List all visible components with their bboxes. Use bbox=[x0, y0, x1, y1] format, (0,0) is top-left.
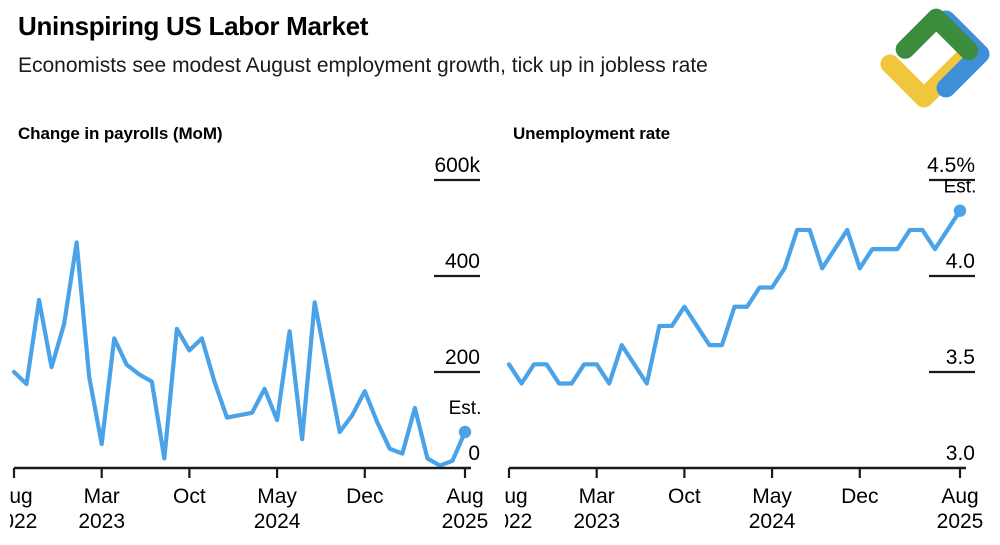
x-tick-label-month: Aug bbox=[10, 485, 33, 508]
chart-payrolls: 600k4002000Est.Aug2022Mar2023OctMay2024D… bbox=[10, 154, 489, 533]
estimate-label: Est. bbox=[944, 177, 977, 198]
y-tick-label: 200 bbox=[445, 346, 480, 369]
x-tick-label-year: 2024 bbox=[749, 510, 796, 533]
y-tick-label: 3.5 bbox=[946, 346, 975, 369]
x-tick-label-month: Oct bbox=[173, 485, 206, 508]
x-tick-label-month: Aug bbox=[941, 485, 978, 508]
estimate-marker bbox=[458, 425, 472, 439]
x-tick-label-year: 2023 bbox=[78, 510, 125, 533]
x-tick-label-year: 2022 bbox=[10, 510, 37, 533]
panel-payrolls: Change in payrolls (MoM) 600k 400 200 0 Est.… bbox=[10, 124, 502, 536]
x-tick-label-year: 2022 bbox=[505, 510, 532, 533]
x-tick-label-month: Dec bbox=[346, 485, 383, 508]
x-tick-label-month: Aug bbox=[505, 485, 528, 508]
y-tick-label: 600k bbox=[434, 154, 480, 177]
chevron-mark-logo bbox=[880, 8, 990, 108]
estimate-label: Est. bbox=[449, 398, 482, 419]
panel-title-payrolls: Change in payrolls (MoM) bbox=[18, 124, 223, 143]
panel-title-unemployment: Unemployment rate bbox=[513, 124, 671, 143]
series-line-unemployment bbox=[506, 208, 963, 386]
estimate-marker bbox=[953, 204, 967, 217]
x-tick-label-month: May bbox=[257, 485, 297, 508]
y-tick-label: 0 bbox=[468, 442, 480, 465]
x-tick-label-month: May bbox=[752, 485, 792, 508]
x-tick-label-month: Mar bbox=[84, 485, 120, 508]
x-tick-label-month: Dec bbox=[841, 485, 878, 508]
x-tick-label-month: Aug bbox=[446, 485, 483, 508]
panel-unemployment: Unemployment rate 4.5%4.03.53.0Est.Aug20… bbox=[505, 124, 997, 536]
series-line-payrolls bbox=[11, 240, 468, 468]
y-tick-label: 4.0 bbox=[946, 250, 975, 273]
y-tick-label: 3.0 bbox=[946, 442, 975, 465]
y-tick-label: 400 bbox=[445, 250, 480, 273]
x-tick-label-month: Mar bbox=[579, 485, 615, 508]
x-tick-label-year: 2024 bbox=[254, 510, 301, 533]
x-tick-label-year: 2023 bbox=[573, 510, 620, 533]
page-subheadline: Economists see modest August employment … bbox=[18, 54, 708, 77]
x-tick-label-year: 2025 bbox=[937, 510, 984, 533]
y-tick-label: 4.5% bbox=[927, 154, 975, 177]
page-headline: Uninspiring US Labor Market bbox=[18, 11, 369, 41]
x-tick-label-month: Oct bbox=[668, 485, 701, 508]
x-tick-label-year: 2025 bbox=[442, 510, 489, 533]
chart-unemployment: 4.5%4.03.53.0Est.Aug2022Mar2023OctMay202… bbox=[505, 154, 984, 533]
